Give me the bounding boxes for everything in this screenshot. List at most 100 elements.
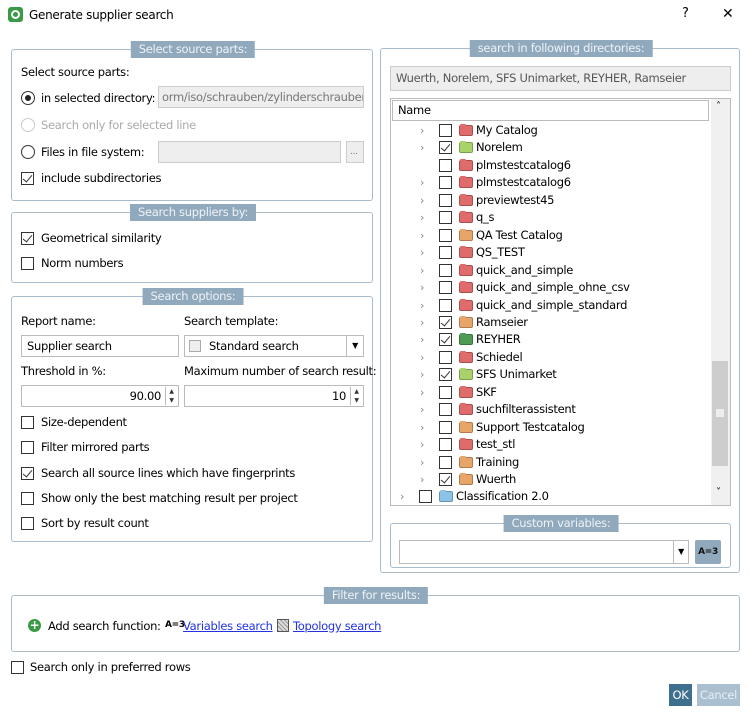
tree-item[interactable]: › QS_TEST bbox=[391, 244, 709, 261]
tree-item-label: Ramseier bbox=[476, 314, 528, 329]
tree-item-checkbox[interactable] bbox=[439, 298, 452, 312]
tree-item[interactable]: › quick_and_simple bbox=[391, 262, 709, 279]
chevron-right-icon[interactable]: › bbox=[420, 211, 425, 225]
tree-item-checkbox[interactable] bbox=[439, 438, 452, 452]
cancel-button[interactable]: Cancel bbox=[697, 684, 740, 706]
spin-icon[interactable]: ▲ ▼ bbox=[350, 387, 362, 405]
tree-item-checkbox[interactable] bbox=[439, 193, 452, 207]
tree-item[interactable]: › SFS Unimarket bbox=[391, 366, 709, 383]
tree-item-checkbox[interactable] bbox=[439, 455, 452, 469]
chevron-down-icon: ▼ bbox=[346, 336, 363, 356]
tree-item-checkbox[interactable] bbox=[439, 385, 452, 399]
tree-item-checkbox[interactable] bbox=[439, 281, 452, 295]
threshold-value: 90.00 bbox=[129, 389, 162, 403]
threshold-stepper[interactable]: 90.00 ▲ ▼ bbox=[21, 385, 179, 407]
tree-item[interactable]: › quick_and_simple_ohne_csv bbox=[391, 279, 709, 296]
tree-item-checkbox[interactable] bbox=[439, 228, 452, 242]
chevron-right-icon[interactable]: › bbox=[420, 455, 425, 469]
tree-item[interactable]: › REYHER bbox=[391, 331, 709, 348]
scroll-down-icon[interactable]: ˅ bbox=[716, 487, 721, 498]
tree-item[interactable]: › My Catalog bbox=[391, 122, 709, 139]
tree-item[interactable]: › SKF bbox=[391, 384, 709, 401]
tree-item[interactable]: › Schiedel bbox=[391, 349, 709, 366]
chevron-right-icon[interactable]: › bbox=[420, 193, 425, 207]
chevron-right-icon[interactable]: › bbox=[420, 141, 425, 155]
option-checkbox[interactable] bbox=[21, 517, 34, 531]
chevron-right-icon[interactable]: › bbox=[420, 333, 425, 347]
chevron-right-icon[interactable]: › bbox=[420, 350, 425, 364]
tree-item[interactable]: › test_stl bbox=[391, 436, 709, 453]
chevron-right-icon[interactable]: › bbox=[400, 490, 405, 504]
option-checkbox[interactable] bbox=[21, 491, 34, 505]
chevron-right-icon[interactable]: › bbox=[420, 124, 425, 137]
scrollbar[interactable]: ˄ ˅ bbox=[711, 99, 730, 505]
chevron-right-icon[interactable]: › bbox=[420, 315, 425, 329]
tree-item[interactable]: › plmstestcatalog6 bbox=[391, 174, 709, 191]
scroll-up-icon[interactable]: ˄ bbox=[716, 101, 721, 112]
tree-item[interactable]: › Wuerth bbox=[391, 471, 709, 488]
tree-item[interactable]: › Classification 2.0 bbox=[391, 488, 709, 505]
variables-search-link[interactable]: Variables search bbox=[183, 619, 273, 633]
chevron-right-icon[interactable]: › bbox=[420, 473, 425, 486]
in-selected-directory-radio[interactable] bbox=[21, 91, 35, 105]
tree-item[interactable]: › previewtest45 bbox=[391, 192, 709, 209]
chevron-right-icon[interactable]: › bbox=[420, 420, 425, 434]
tree-item-checkbox[interactable] bbox=[439, 350, 452, 364]
tree-item-checkbox[interactable] bbox=[439, 158, 452, 172]
scrollbar-thumb[interactable] bbox=[712, 361, 728, 466]
tree-item[interactable]: › suchfilterassistent bbox=[391, 401, 709, 418]
report-name-input[interactable]: Supplier search bbox=[21, 335, 179, 357]
chevron-right-icon[interactable]: › bbox=[420, 228, 425, 242]
max-results-stepper[interactable]: 10 ▲ ▼ bbox=[184, 385, 364, 407]
tree-item[interactable]: › Training bbox=[391, 454, 709, 471]
chevron-right-icon[interactable]: › bbox=[420, 246, 425, 260]
chevron-right-icon[interactable]: › bbox=[420, 281, 425, 295]
tree-item-checkbox[interactable] bbox=[439, 176, 452, 190]
option-checkbox[interactable] bbox=[21, 466, 34, 480]
chevron-right-icon[interactable]: › bbox=[420, 385, 425, 399]
ok-button[interactable]: OK bbox=[669, 684, 692, 706]
norm-numbers-checkbox[interactable] bbox=[21, 257, 34, 270]
directory-tree[interactable]: Name ˄ ˅ › My Catalog › Norelem plmstestcata… bbox=[390, 98, 731, 506]
tree-item[interactable]: plmstestcatalog6 bbox=[391, 157, 709, 174]
chevron-right-icon[interactable]: › bbox=[420, 176, 425, 190]
tree-item[interactable]: › q_s bbox=[391, 209, 709, 226]
custom-variables-select[interactable]: ▼ bbox=[399, 540, 689, 564]
topology-search-link[interactable]: Topology search bbox=[293, 619, 382, 633]
tree-item-checkbox[interactable] bbox=[439, 211, 452, 225]
name-column-header[interactable]: Name bbox=[392, 100, 709, 121]
tree-item-checkbox[interactable] bbox=[439, 403, 452, 417]
tree-item-label: quick_and_simple bbox=[476, 262, 574, 277]
preferred-rows-checkbox[interactable] bbox=[11, 661, 24, 674]
option-checkbox[interactable] bbox=[21, 441, 34, 455]
tree-item[interactable]: › Norelem bbox=[391, 139, 709, 156]
tree-item-checkbox[interactable] bbox=[439, 246, 452, 260]
tree-item[interactable]: › quick_and_simple_standard bbox=[391, 297, 709, 314]
tree-item-checkbox[interactable] bbox=[439, 368, 452, 382]
help-button[interactable]: ? bbox=[682, 6, 689, 21]
chevron-right-icon[interactable]: › bbox=[420, 438, 425, 452]
tree-item-checkbox[interactable] bbox=[439, 263, 452, 277]
tree-item-checkbox[interactable] bbox=[439, 473, 452, 486]
tree-item-checkbox[interactable] bbox=[419, 490, 432, 504]
chevron-right-icon[interactable]: › bbox=[420, 298, 425, 312]
tree-item[interactable]: › QA Test Catalog bbox=[391, 227, 709, 244]
chevron-right-icon[interactable]: › bbox=[420, 263, 425, 277]
files-in-file-system-radio[interactable] bbox=[21, 145, 35, 159]
tree-item[interactable]: › Ramseier bbox=[391, 314, 709, 331]
include-subdirectories-checkbox[interactable] bbox=[21, 172, 34, 185]
search-template-select[interactable]: Standard search ▼ bbox=[184, 335, 364, 357]
tree-item[interactable]: › Support Testcatalog bbox=[391, 419, 709, 436]
tree-item-checkbox[interactable] bbox=[439, 333, 452, 347]
tree-item-checkbox[interactable] bbox=[439, 420, 452, 434]
tree-item-checkbox[interactable] bbox=[439, 315, 452, 329]
geometrical-similarity-checkbox[interactable] bbox=[21, 232, 34, 245]
chevron-right-icon[interactable]: › bbox=[420, 403, 425, 417]
add-variable-button[interactable]: A=3 bbox=[695, 540, 721, 564]
option-checkbox[interactable] bbox=[21, 416, 34, 429]
tree-item-checkbox[interactable] bbox=[439, 141, 452, 155]
chevron-right-icon[interactable]: › bbox=[420, 368, 425, 382]
spin-icon[interactable]: ▲ ▼ bbox=[165, 387, 177, 405]
tree-item-checkbox[interactable] bbox=[439, 124, 452, 137]
close-button[interactable]: ✕ bbox=[722, 6, 734, 22]
